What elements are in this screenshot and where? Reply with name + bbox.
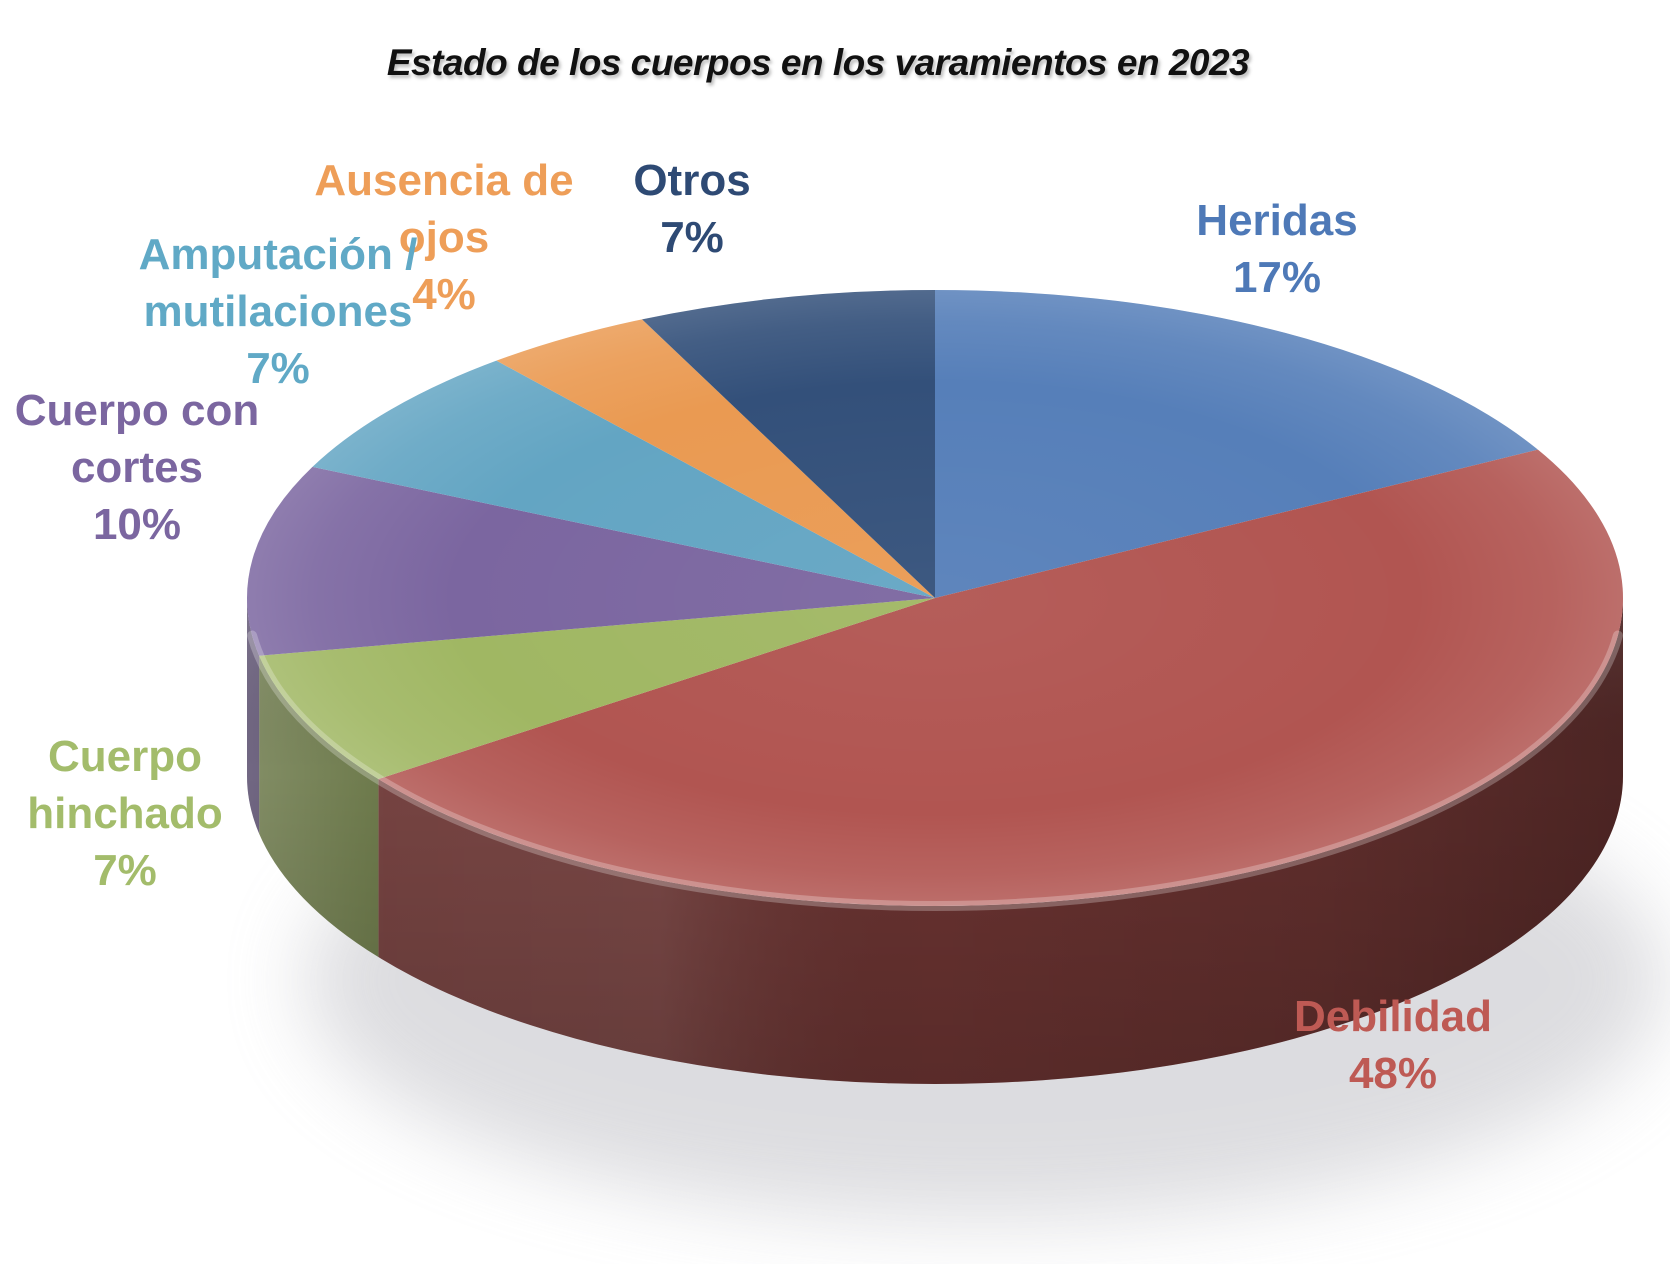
label-otros-name: Otros: [633, 156, 751, 205]
label-ausencia-de-ojos: Ausencia de ojos 4%: [314, 152, 573, 323]
chart-title: Estado de los cuerpos en los varamientos…: [386, 42, 1250, 83]
label-cortes-line1: Cuerpo con: [14, 386, 260, 435]
label-amputacion-value: 7%: [246, 344, 310, 393]
pie-top-sheen: [247, 290, 1623, 906]
label-debilidad-value: 48%: [1348, 1049, 1438, 1098]
label-cortes-value: 10%: [92, 500, 182, 549]
label-ausencia-line2: ojos: [398, 213, 490, 262]
label-heridas-name: Heridas: [1196, 196, 1358, 245]
pie-slices-group: [247, 290, 1624, 1084]
label-debilidad: Debilidad 48%: [1294, 988, 1492, 1102]
label-hinchado-line2: hinchado: [27, 789, 223, 838]
label-cuerpo-con-cortes: Cuerpo con cortes 10%: [15, 382, 259, 553]
label-cortes-line2: cortes: [70, 443, 204, 492]
label-heridas-value: 17%: [1232, 253, 1322, 302]
label-heridas: Heridas 17%: [1196, 192, 1357, 306]
label-otros: Otros 7%: [633, 152, 750, 266]
label-ausencia-line1: Ausencia de: [314, 156, 574, 205]
label-ausencia-value: 4%: [412, 270, 476, 319]
label-amputacion-mutilaciones: Amputación / mutilaciones 7%: [139, 226, 418, 397]
label-cuerpo-hinchado: Cuerpo hinchado 7%: [27, 728, 223, 899]
label-amputacion-line2: mutilaciones: [143, 287, 413, 336]
label-debilidad-name: Debilidad: [1293, 992, 1493, 1041]
label-otros-value: 7%: [660, 213, 724, 262]
label-amputacion-line1: Amputación /: [138, 230, 418, 279]
pie-bevel-highlight: [247, 630, 1623, 911]
label-hinchado-value: 7%: [93, 846, 157, 895]
label-hinchado-line1: Cuerpo: [48, 732, 202, 781]
